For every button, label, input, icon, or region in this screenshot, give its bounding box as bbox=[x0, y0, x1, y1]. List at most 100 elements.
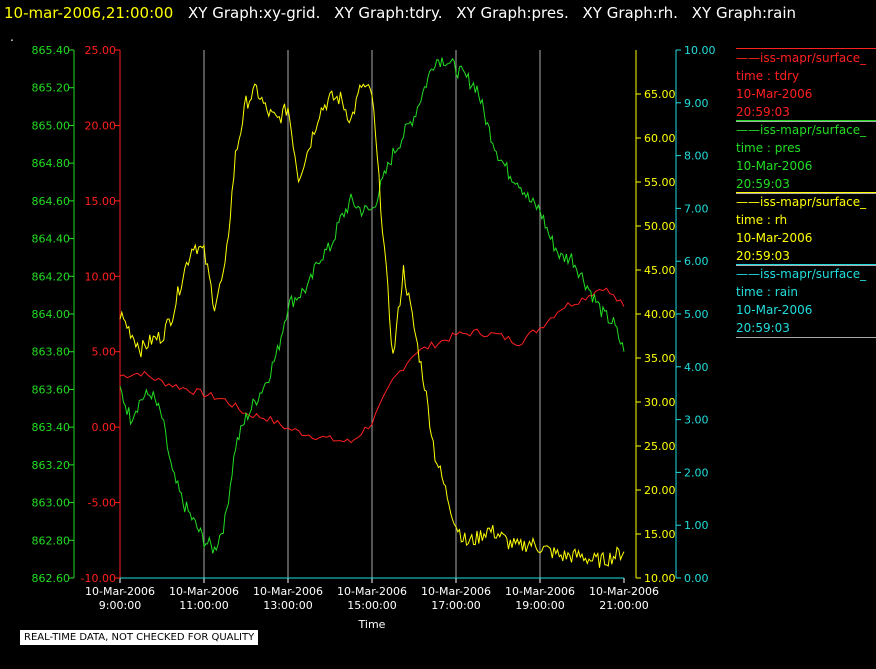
legend-var-pres: time : pres bbox=[736, 141, 801, 155]
legend-line-rain: —— bbox=[736, 267, 760, 281]
y-tick-label-rain: 4.00 bbox=[684, 361, 709, 374]
header-title-rain: XY Graph:rain bbox=[691, 4, 797, 22]
legend-line-rh: —— bbox=[736, 195, 760, 209]
header-title-pres: XY Graph:pres. bbox=[456, 4, 569, 22]
y-tick-label-rain: 9.00 bbox=[684, 97, 709, 110]
y-tick-label-pres: 863.20 bbox=[32, 459, 71, 472]
legend-name-tdry: ——iss-mapr/surface_ bbox=[736, 48, 876, 67]
y-tick-label-tdry: -10.00 bbox=[81, 572, 116, 585]
y-tick-label-rh: 40.00 bbox=[644, 308, 676, 321]
legend-name-rain: ——iss-mapr/surface_ bbox=[736, 264, 876, 283]
y-tick-label-rh: 55.00 bbox=[644, 176, 676, 189]
legend-var-rain: time : rain bbox=[736, 285, 799, 299]
legend-series-name-rain: iss-mapr/surface_ bbox=[760, 267, 867, 281]
legend-var-rh: time : rh bbox=[736, 213, 788, 227]
y-tick-label-pres: 862.60 bbox=[32, 572, 71, 585]
legend-date-tdry: 10-Mar-2006 bbox=[736, 87, 813, 101]
y-tick-label-pres: 863.80 bbox=[32, 346, 71, 359]
y-tick-label-pres: 862.80 bbox=[32, 534, 71, 547]
y-tick-label-tdry: -5.00 bbox=[88, 497, 116, 510]
y-tick-label-rh: 65.00 bbox=[644, 88, 676, 101]
y-tick-label-rain: 0.00 bbox=[684, 572, 709, 585]
y-tick-label-rain: 8.00 bbox=[684, 150, 709, 163]
series-line-rh bbox=[119, 83, 625, 568]
header-title-tdry: XY Graph:tdry. bbox=[334, 4, 443, 22]
legend-series-name-rh: iss-mapr/surface_ bbox=[760, 195, 867, 209]
legend-date-rain: 10-Mar-2006 bbox=[736, 303, 813, 317]
x-tick-label-date: 10-Mar-2006 bbox=[505, 585, 575, 598]
legend-entry-tdry: ——iss-mapr/surface_ time : tdry 10-Mar-2… bbox=[736, 48, 876, 122]
y-tick-label-tdry: 20.00 bbox=[85, 119, 117, 132]
chart-header: 10-mar-2006,21:00:00 XY Graph:xy-grid. X… bbox=[4, 2, 805, 26]
y-tick-label-rh: 50.00 bbox=[644, 220, 676, 233]
x-tick-label-time: 11:00:00 bbox=[179, 599, 228, 612]
legend-series-name-pres: iss-mapr/surface_ bbox=[760, 123, 867, 137]
y-tick-label-tdry: 5.00 bbox=[92, 346, 117, 359]
y-tick-label-rain: 10.00 bbox=[684, 44, 716, 57]
legend-entry-pres: ——iss-mapr/surface_ time : pres 10-Mar-2… bbox=[736, 120, 876, 194]
x-tick-label-time: 17:00:00 bbox=[431, 599, 480, 612]
y-tick-label-pres: 865.20 bbox=[32, 82, 71, 95]
x-axis-label: Time bbox=[358, 618, 386, 631]
y-tick-label-rain: 5.00 bbox=[684, 308, 709, 321]
legend-var-tdry: time : tdry bbox=[736, 69, 800, 83]
legend-time-pres: 20:59:03 bbox=[736, 175, 876, 194]
y-tick-label-rain: 3.00 bbox=[684, 414, 709, 427]
legend-date-rh: 10-Mar-2006 bbox=[736, 231, 813, 245]
y-tick-label-pres: 865.00 bbox=[32, 119, 71, 132]
y-tick-label-pres: 864.00 bbox=[32, 308, 71, 321]
x-tick-label-time: 13:00:00 bbox=[263, 599, 312, 612]
header-dot: . bbox=[10, 30, 14, 44]
y-tick-label-tdry: 15.00 bbox=[85, 195, 117, 208]
x-tick-label-time: 9:00:00 bbox=[99, 599, 141, 612]
y-tick-label-rh: 60.00 bbox=[644, 132, 676, 145]
x-tick-label-time: 19:00:00 bbox=[515, 599, 564, 612]
y-tick-label-pres: 864.80 bbox=[32, 157, 71, 170]
y-tick-label-pres: 863.00 bbox=[32, 497, 71, 510]
y-tick-label-rh: 35.00 bbox=[644, 352, 676, 365]
y-tick-label-tdry: 10.00 bbox=[85, 270, 117, 283]
legend-series-name-tdry: iss-mapr/surface_ bbox=[760, 51, 867, 65]
x-tick-label-date: 10-Mar-2006 bbox=[421, 585, 491, 598]
quality-disclaimer: REAL-TIME DATA, NOT CHECKED FOR QUALITY bbox=[20, 630, 259, 645]
x-tick-label-time: 15:00:00 bbox=[347, 599, 396, 612]
y-tick-label-rain: 7.00 bbox=[684, 202, 709, 215]
legend-name-pres: ——iss-mapr/surface_ bbox=[736, 120, 876, 139]
series-line-pres bbox=[119, 57, 625, 554]
y-tick-label-rh: 25.00 bbox=[644, 440, 676, 453]
y-tick-label-tdry: 25.00 bbox=[85, 44, 117, 57]
y-tick-label-rh: 30.00 bbox=[644, 396, 676, 409]
x-tick-label-date: 10-Mar-2006 bbox=[253, 585, 323, 598]
legend: ——iss-mapr/surface_ time : tdry 10-Mar-2… bbox=[736, 48, 876, 338]
y-tick-label-rain: 6.00 bbox=[684, 255, 709, 268]
x-tick-label-date: 10-Mar-2006 bbox=[337, 585, 407, 598]
y-tick-label-rain: 1.00 bbox=[684, 519, 709, 532]
legend-date-pres: 10-Mar-2006 bbox=[736, 159, 813, 173]
header-title-rh: XY Graph:rh. bbox=[582, 4, 678, 22]
y-tick-label-rain: 2.00 bbox=[684, 466, 709, 479]
y-tick-label-rh: 15.00 bbox=[644, 528, 676, 541]
y-tick-label-rh: 45.00 bbox=[644, 264, 676, 277]
header-title-xy-grid: XY Graph:xy-grid. bbox=[188, 4, 321, 22]
series-line-tdry bbox=[119, 287, 625, 444]
y-tick-label-pres: 864.40 bbox=[32, 233, 71, 246]
x-tick-label-date: 10-Mar-2006 bbox=[169, 585, 239, 598]
legend-line-pres: —— bbox=[736, 123, 760, 137]
y-tick-label-tdry: 0.00 bbox=[92, 421, 117, 434]
y-tick-label-pres: 864.60 bbox=[32, 195, 71, 208]
y-tick-label-rh: 20.00 bbox=[644, 484, 676, 497]
y-tick-label-pres: 865.40 bbox=[32, 44, 71, 57]
x-tick-label-date: 10-Mar-2006 bbox=[589, 585, 659, 598]
x-tick-label-date: 10-Mar-2006 bbox=[85, 585, 155, 598]
legend-time-rain: 20:59:03 bbox=[736, 319, 876, 338]
x-tick-label-time: 21:00:00 bbox=[599, 599, 648, 612]
legend-entry-rain: ——iss-mapr/surface_ time : rain 10-Mar-2… bbox=[736, 264, 876, 338]
legend-line-tdry: —— bbox=[736, 51, 760, 65]
header-timestamp: 10-mar-2006,21:00:00 bbox=[4, 4, 174, 22]
legend-entry-rh: ——iss-mapr/surface_ time : rh 10-Mar-200… bbox=[736, 192, 876, 266]
legend-time-tdry: 20:59:03 bbox=[736, 103, 876, 122]
y-tick-label-pres: 863.40 bbox=[32, 421, 71, 434]
y-tick-label-pres: 863.60 bbox=[32, 383, 71, 396]
legend-name-rh: ——iss-mapr/surface_ bbox=[736, 192, 876, 211]
